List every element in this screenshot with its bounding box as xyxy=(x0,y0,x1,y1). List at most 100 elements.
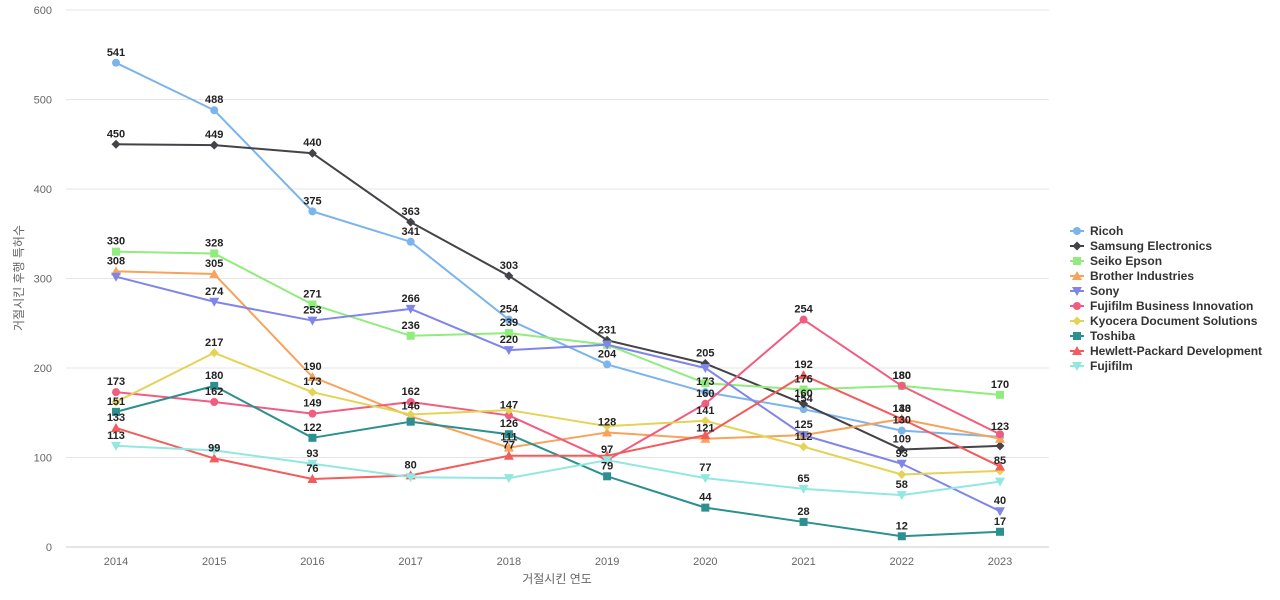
data-point[interactable] xyxy=(701,388,710,397)
data-point[interactable] xyxy=(307,316,318,326)
legend-item-fujifilm[interactable]: Fujifilm xyxy=(1070,359,1133,373)
data-point[interactable] xyxy=(897,532,906,541)
data-point[interactable] xyxy=(798,431,809,441)
data-point[interactable] xyxy=(700,474,711,484)
data-point[interactable] xyxy=(897,381,906,390)
data-point[interactable] xyxy=(504,271,514,281)
data-point[interactable] xyxy=(503,450,514,460)
data-point[interactable] xyxy=(896,459,907,469)
data-point[interactable] xyxy=(995,477,1005,487)
data-point[interactable] xyxy=(996,430,1004,439)
data-point[interactable] xyxy=(308,207,317,216)
data-point[interactable] xyxy=(700,430,711,440)
data-point[interactable] xyxy=(701,379,710,388)
data-point[interactable] xyxy=(799,405,808,414)
legend-item-fujifilm-business-innovation[interactable]: Fujifilm Business Innovation xyxy=(1070,299,1253,313)
legend-marker[interactable] xyxy=(1072,287,1082,296)
legend-marker[interactable] xyxy=(1073,302,1081,310)
data-point[interactable] xyxy=(504,315,513,324)
data-point[interactable] xyxy=(209,453,220,463)
data-point[interactable] xyxy=(503,474,514,484)
data-point[interactable] xyxy=(504,405,514,415)
data-point[interactable] xyxy=(406,237,415,246)
data-point[interactable] xyxy=(799,442,809,452)
legend-marker[interactable] xyxy=(1073,227,1081,235)
legend-item-toshiba[interactable]: Toshiba xyxy=(1070,329,1135,343)
data-point[interactable] xyxy=(701,399,710,408)
data-point[interactable] xyxy=(503,442,514,452)
legend-item-hewlett-packard-development[interactable]: Hewlett-Packard Development xyxy=(1070,344,1262,358)
data-point[interactable] xyxy=(995,441,1005,451)
data-point[interactable] xyxy=(700,364,711,373)
data-point[interactable] xyxy=(799,399,809,409)
legend-item-seiko-epson[interactable]: Seiko Epson xyxy=(1070,254,1162,268)
data-point[interactable] xyxy=(111,272,121,282)
data-point[interactable] xyxy=(112,388,120,397)
data-point[interactable] xyxy=(405,304,416,314)
data-point[interactable] xyxy=(897,444,907,454)
legend-marker[interactable] xyxy=(1072,271,1082,280)
data-point[interactable] xyxy=(112,407,120,416)
data-point[interactable] xyxy=(210,381,219,390)
data-point[interactable] xyxy=(406,217,416,227)
legend-marker[interactable] xyxy=(1072,241,1082,251)
data-point[interactable] xyxy=(406,417,415,426)
data-point[interactable] xyxy=(112,58,120,67)
data-point[interactable] xyxy=(798,370,809,380)
data-point[interactable] xyxy=(603,360,612,369)
data-point[interactable] xyxy=(602,456,613,466)
legend-marker[interactable] xyxy=(1072,346,1082,355)
data-point[interactable] xyxy=(897,426,906,435)
data-point[interactable] xyxy=(406,410,416,420)
legend-marker[interactable] xyxy=(1072,362,1082,371)
data-point[interactable] xyxy=(896,491,907,501)
data-point[interactable] xyxy=(307,371,318,381)
data-point[interactable] xyxy=(504,411,513,420)
data-point[interactable] xyxy=(210,398,219,407)
legend-item-samsung-electronics[interactable]: Samsung Electronics xyxy=(1070,239,1212,253)
data-point[interactable] xyxy=(406,331,415,340)
data-point[interactable] xyxy=(602,340,613,350)
data-point[interactable] xyxy=(209,269,220,279)
data-point[interactable] xyxy=(995,507,1005,517)
data-point[interactable] xyxy=(210,106,219,115)
data-point[interactable] xyxy=(308,433,317,442)
data-point[interactable] xyxy=(111,397,121,407)
data-point[interactable] xyxy=(896,414,907,424)
data-point[interactable] xyxy=(996,527,1004,536)
data-point[interactable] xyxy=(602,421,612,431)
data-point[interactable] xyxy=(209,140,219,150)
data-point[interactable] xyxy=(307,148,317,158)
data-point[interactable] xyxy=(209,348,219,358)
data-point[interactable] xyxy=(799,385,808,394)
data-point[interactable] xyxy=(603,472,612,481)
data-point[interactable] xyxy=(210,249,219,258)
data-point[interactable] xyxy=(308,300,317,309)
data-point[interactable] xyxy=(308,409,317,418)
data-point[interactable] xyxy=(111,139,121,149)
data-point[interactable] xyxy=(504,430,513,439)
data-point[interactable] xyxy=(798,484,809,494)
data-point[interactable] xyxy=(503,346,514,356)
legend-item-brother-industries[interactable]: Brother Industries xyxy=(1070,269,1194,283)
data-point[interactable] xyxy=(209,446,220,456)
legend-marker[interactable] xyxy=(1073,257,1081,265)
data-point[interactable] xyxy=(700,416,710,426)
data-point[interactable] xyxy=(799,315,808,324)
data-point[interactable] xyxy=(307,387,317,397)
data-point[interactable] xyxy=(111,441,121,451)
data-point[interactable] xyxy=(307,459,318,469)
data-point[interactable] xyxy=(701,503,710,512)
legend-item-ricoh[interactable]: Ricoh xyxy=(1070,224,1123,238)
legend-marker[interactable] xyxy=(1073,332,1081,340)
data-point[interactable] xyxy=(504,329,513,338)
data-point[interactable] xyxy=(995,461,1005,471)
data-point[interactable] xyxy=(897,470,907,480)
legend-item-sony[interactable]: Sony xyxy=(1070,284,1120,298)
data-point[interactable] xyxy=(209,297,220,307)
data-point[interactable] xyxy=(111,422,121,432)
data-point[interactable] xyxy=(307,473,318,483)
legend-marker[interactable] xyxy=(1072,316,1082,326)
data-point[interactable] xyxy=(406,398,415,407)
data-point[interactable] xyxy=(112,247,120,256)
